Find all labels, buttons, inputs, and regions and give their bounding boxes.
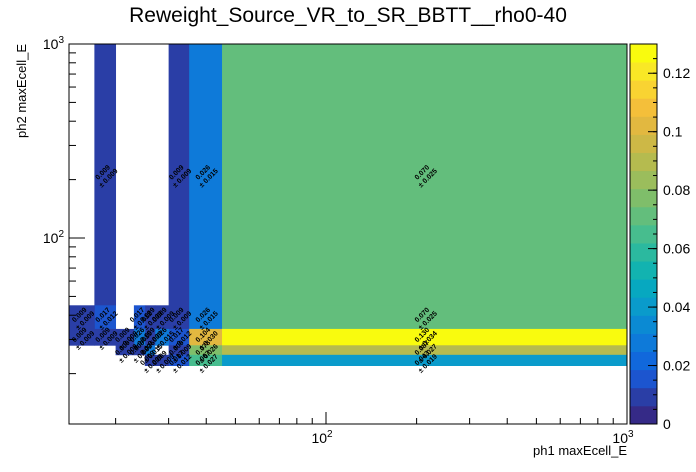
palette-swatch [630,243,657,262]
x-tick-base: 10 [612,430,628,446]
palette-tick-label: 0.12 [663,65,690,81]
palette-swatch [630,206,657,226]
palette-swatch [630,369,657,389]
heatmap-cell [188,44,223,306]
heatmap-cell [221,345,628,356]
heatmap-cell [188,328,223,346]
color-palette: 0 0.02 0.04 0.06 0.08 0.1 0.12 [629,43,690,432]
plot-frame [68,43,628,425]
palette-swatch [630,116,657,135]
x-tick-label: 103 [612,429,634,446]
heatmap-cell [144,354,156,366]
heatmap-cell [221,354,628,366]
heatmap-cell [69,305,95,330]
palette-tick-label: 0.02 [663,358,690,374]
palette-tick-label: 0.04 [663,299,690,315]
palette-swatch [630,351,657,371]
heatmap-cell [144,345,156,356]
palette-swatch [630,62,657,81]
heatmap-cell [154,328,170,346]
chart-title: Reweight_Source_VR_to_SR_BBTT__rho0-40 [129,4,567,27]
heatmap-cell [168,354,190,366]
palette-swatch [630,98,657,117]
y-tick-base: 10 [43,36,59,52]
heatmap-cell [188,305,223,330]
palette-swatch [630,152,657,172]
palette-tick-label: 0 [663,416,671,432]
heatmap-cell [144,305,156,330]
x-tick-base: 10 [311,430,327,446]
palette-tick-label: 0.1 [663,124,683,140]
palette-swatch [630,44,657,63]
heatmap-cell [94,305,117,330]
x-tick-label: 102 [311,429,333,446]
heatmap-cell [154,305,170,330]
palette-swatch [630,188,657,208]
heatmap-cell [133,345,146,356]
heatmap-cell [133,328,146,346]
palette-swatch [630,279,657,298]
palette-swatch [630,134,657,153]
heatmap-cells [69,44,628,366]
palette-swatch [630,80,657,99]
y-tick-base: 10 [43,230,59,246]
palette-swatch [630,405,657,425]
y-axis-title: ph2 maxEcell_E [14,44,29,138]
palette-tick-label: 0.08 [663,182,690,198]
heatmap-cell [188,345,223,356]
heatmap-cell [221,44,628,306]
x-tick-exponent: 3 [628,429,634,440]
heatmap-cell [221,305,628,330]
palette-tick-label: 0.06 [663,241,690,257]
heatmap-cell [168,345,190,356]
palette-swatch [630,333,657,353]
heatmap-cell [133,305,146,330]
y-tick-label: 102 [43,229,65,246]
palette-swatch [630,224,657,244]
heatmap-cell [221,328,628,346]
palette-swatch [630,261,657,280]
heatmap-cell [188,354,223,366]
heatmap-cell [69,328,95,346]
palette-swatch [630,315,657,334]
heatmap-cell [168,305,190,330]
x-tick-exponent: 2 [327,429,333,440]
heatmap-cell [115,345,135,356]
heatmap-cell [115,328,135,346]
y-tick-exponent: 3 [58,35,64,46]
heatmap-cell [168,44,190,306]
y-tick-exponent: 2 [58,229,64,240]
palette-swatch [630,170,657,190]
heatmap-cell [144,328,156,346]
heatmap-cell [168,328,190,346]
y-tick-label: 103 [43,35,65,52]
palette-swatch [630,387,657,407]
heatmap-cell [154,354,170,366]
heatmap-cell [94,328,117,346]
palette-swatch [630,297,657,316]
heatmap-cell [94,44,117,306]
x-axis-title: ph1 maxEcell_E [533,443,627,458]
